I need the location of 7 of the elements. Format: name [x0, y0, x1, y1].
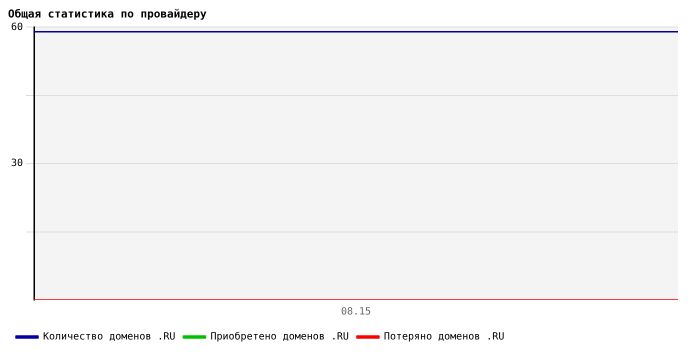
legend-label: Приобретено доменов .RU: [210, 332, 349, 343]
legend-label: Количество доменов .RU: [43, 332, 176, 343]
y-tick-label: 30: [10, 158, 24, 170]
legend-label: Потеряно доменов .RU: [384, 332, 504, 343]
y-tick-label: 60: [10, 22, 24, 33]
chart-title: Общая статистика по провайдеру: [8, 7, 208, 20]
x-tick-label: 08.15: [340, 306, 372, 318]
